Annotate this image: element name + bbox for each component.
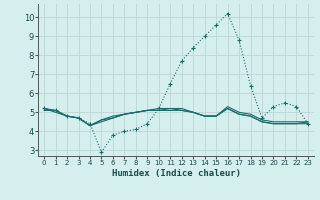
X-axis label: Humidex (Indice chaleur): Humidex (Indice chaleur) (111, 169, 241, 178)
